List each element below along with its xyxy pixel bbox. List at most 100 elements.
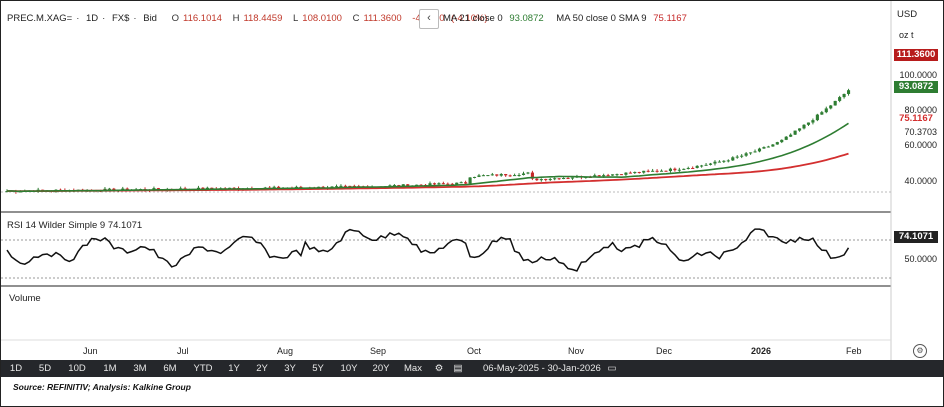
candle[interactable] bbox=[749, 152, 753, 154]
candle[interactable] bbox=[201, 187, 205, 190]
candle[interactable] bbox=[815, 114, 819, 121]
candle[interactable] bbox=[704, 164, 708, 166]
range-3m-button[interactable]: 3M bbox=[133, 363, 147, 374]
candle[interactable] bbox=[401, 184, 405, 187]
candle[interactable] bbox=[633, 171, 637, 174]
candle[interactable] bbox=[392, 185, 396, 187]
candle[interactable] bbox=[437, 183, 441, 185]
table-icon[interactable]: ▤ bbox=[453, 363, 463, 374]
candle[interactable] bbox=[597, 175, 601, 177]
candle[interactable] bbox=[477, 175, 481, 177]
ma21-line[interactable] bbox=[6, 122, 849, 193]
range-20y-button[interactable]: 20Y bbox=[372, 363, 390, 374]
candle[interactable] bbox=[659, 170, 664, 172]
candle[interactable] bbox=[615, 174, 619, 176]
candle[interactable] bbox=[544, 179, 548, 181]
candle[interactable] bbox=[646, 170, 650, 172]
candle[interactable] bbox=[717, 161, 721, 163]
range-1y-button[interactable]: 1Y bbox=[228, 363, 240, 374]
candle[interactable] bbox=[504, 173, 508, 176]
candle[interactable] bbox=[566, 178, 570, 180]
candle[interactable] bbox=[593, 175, 597, 178]
candle[interactable] bbox=[513, 175, 517, 177]
interval-label[interactable]: 1D bbox=[86, 13, 99, 24]
candle[interactable] bbox=[495, 174, 499, 176]
candle[interactable] bbox=[824, 108, 828, 113]
collapse-legend-button[interactable]: ‹ bbox=[419, 9, 439, 29]
candle[interactable] bbox=[668, 168, 673, 172]
candle[interactable] bbox=[846, 90, 851, 94]
candle[interactable] bbox=[490, 174, 494, 176]
candle[interactable] bbox=[343, 185, 347, 187]
candle[interactable] bbox=[766, 146, 770, 148]
range-1d-button[interactable]: 1D bbox=[9, 363, 23, 374]
candle[interactable] bbox=[731, 157, 735, 161]
candle[interactable] bbox=[553, 178, 557, 180]
candle[interactable] bbox=[517, 175, 521, 177]
candle[interactable] bbox=[726, 160, 730, 162]
candle[interactable] bbox=[602, 175, 606, 177]
candle[interactable] bbox=[842, 93, 846, 98]
date-start[interactable]: 06-May-2025 bbox=[483, 363, 539, 374]
candle[interactable] bbox=[294, 186, 298, 188]
candle[interactable] bbox=[107, 188, 111, 190]
candle[interactable] bbox=[651, 170, 655, 172]
calendar-icon[interactable]: ▭ bbox=[607, 363, 617, 374]
candle[interactable] bbox=[820, 112, 824, 115]
candle[interactable] bbox=[348, 185, 352, 187]
candle[interactable] bbox=[789, 134, 793, 137]
candle[interactable] bbox=[713, 161, 717, 164]
candle[interactable] bbox=[450, 183, 454, 185]
candle[interactable] bbox=[802, 124, 806, 129]
candle[interactable] bbox=[539, 179, 543, 181]
candle[interactable] bbox=[811, 120, 815, 123]
ma50-label[interactable]: MA 50 close 0 SMA 9 bbox=[556, 13, 647, 24]
range-6m-button[interactable]: 6M bbox=[163, 363, 177, 374]
candle[interactable] bbox=[339, 185, 343, 187]
candle[interactable] bbox=[406, 184, 410, 187]
candle[interactable] bbox=[762, 147, 766, 149]
candle[interactable] bbox=[459, 182, 463, 184]
candle[interactable] bbox=[744, 153, 748, 156]
candle[interactable] bbox=[673, 168, 677, 171]
candle[interactable] bbox=[664, 170, 668, 172]
candle[interactable] bbox=[570, 177, 575, 179]
candle[interactable] bbox=[642, 170, 646, 173]
candle[interactable] bbox=[700, 165, 704, 167]
candle[interactable] bbox=[441, 183, 445, 185]
candle[interactable] bbox=[121, 188, 125, 190]
candle[interactable] bbox=[508, 175, 512, 177]
candle[interactable] bbox=[793, 130, 797, 135]
unit-selector[interactable]: oz t bbox=[899, 30, 914, 40]
candle[interactable] bbox=[798, 128, 802, 131]
candle[interactable] bbox=[277, 186, 281, 189]
candle[interactable] bbox=[771, 144, 775, 147]
candle[interactable] bbox=[833, 100, 837, 106]
range-3y-button[interactable]: 3Y bbox=[284, 363, 296, 374]
candle[interactable] bbox=[780, 139, 784, 143]
candle[interactable] bbox=[757, 148, 762, 152]
candle[interactable] bbox=[735, 156, 739, 158]
volume-label[interactable]: Volume bbox=[9, 293, 41, 304]
candle[interactable] bbox=[486, 175, 490, 177]
candle[interactable] bbox=[299, 186, 303, 188]
candle[interactable] bbox=[829, 105, 833, 109]
range-ytd-button[interactable]: YTD bbox=[193, 363, 213, 374]
range-5y-button[interactable]: 5Y bbox=[312, 363, 324, 374]
candle[interactable] bbox=[628, 172, 632, 174]
candle[interactable] bbox=[557, 178, 561, 180]
candle[interactable] bbox=[637, 171, 641, 173]
candle[interactable] bbox=[272, 186, 276, 188]
candle[interactable] bbox=[562, 178, 566, 180]
candle[interactable] bbox=[682, 168, 686, 170]
candle[interactable] bbox=[455, 182, 459, 185]
range-5d-button[interactable]: 5D bbox=[38, 363, 52, 374]
range-max-button[interactable]: Max bbox=[404, 363, 422, 374]
candle[interactable] bbox=[838, 97, 842, 101]
candle[interactable] bbox=[535, 178, 539, 181]
candle[interactable] bbox=[472, 176, 477, 178]
candle[interactable] bbox=[530, 172, 534, 179]
candle[interactable] bbox=[686, 167, 690, 169]
candle[interactable] bbox=[548, 179, 552, 181]
